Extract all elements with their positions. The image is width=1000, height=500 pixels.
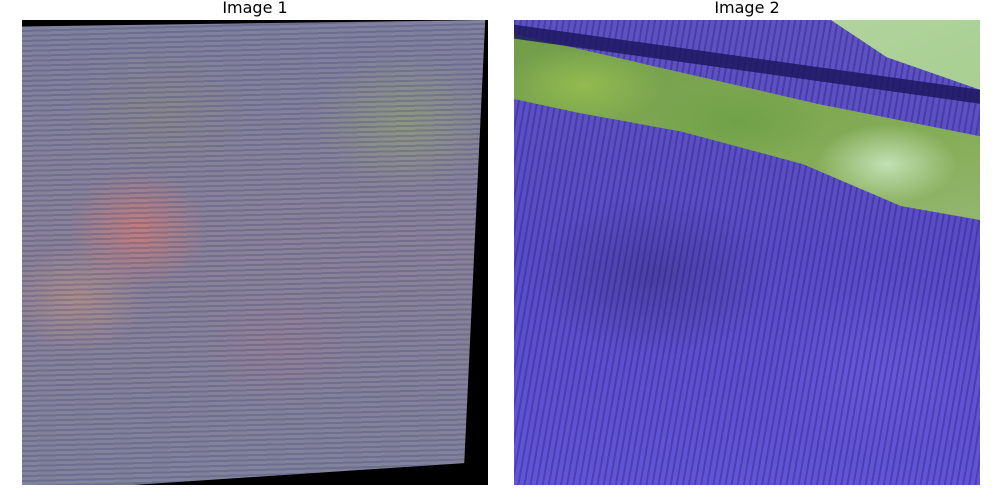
- image-panel-1: Image 1: [22, 0, 488, 500]
- image-frame: [22, 20, 488, 485]
- panel-title: Image 2: [714, 0, 780, 17]
- panel-title: Image 1: [222, 0, 288, 17]
- image-frame: [514, 20, 980, 485]
- aerial-field-image: [22, 20, 486, 485]
- image-panel-2: Image 2: [514, 0, 980, 500]
